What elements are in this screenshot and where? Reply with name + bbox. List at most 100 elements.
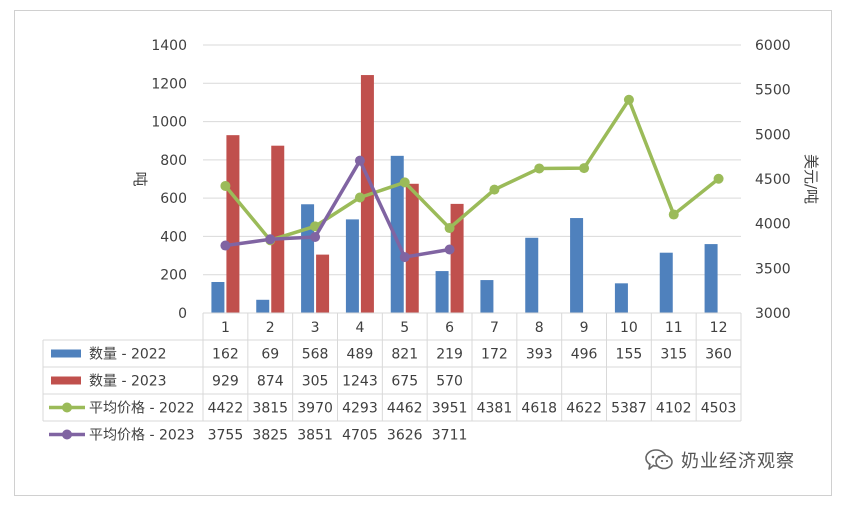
data-label: 929 — [212, 374, 239, 390]
legend-swatch-marker — [62, 402, 72, 413]
data-label: 3951 — [432, 401, 468, 417]
series-line-2 — [225, 158, 450, 259]
x-tick-label: 1 — [221, 320, 230, 336]
bar-1 — [480, 280, 494, 313]
data-label: 821 — [391, 347, 418, 363]
series-point-1 — [668, 209, 679, 220]
legend-swatch-bar — [51, 349, 81, 358]
x-tick-label: 2 — [266, 320, 275, 336]
legend-swatch-marker — [62, 429, 72, 440]
data-label: 3626 — [387, 428, 423, 444]
y-left-tick-label: 0 — [178, 306, 187, 322]
wechat-icon — [645, 449, 673, 470]
data-label: 219 — [436, 347, 463, 363]
y-left-tick-label: 1000 — [151, 115, 187, 131]
data-label: 675 — [391, 374, 418, 390]
bar-1 — [435, 271, 449, 313]
data-label: 3851 — [297, 428, 333, 444]
x-tick-label: 4 — [355, 320, 364, 336]
y-left-tick-label: 400 — [160, 229, 187, 245]
data-label: 4462 — [387, 401, 423, 417]
data-label: 4503 — [701, 401, 737, 417]
data-label: 4381 — [477, 401, 513, 417]
legend-label: 数量 - 2022 — [89, 347, 167, 363]
bar-1 — [256, 299, 270, 313]
y-right-tick-label: 3000 — [755, 306, 791, 322]
data-label: 1243 — [342, 374, 378, 390]
watermark-text: 奶业经济观察 — [681, 451, 795, 472]
x-tick-label: 6 — [445, 320, 454, 336]
series-point-1 — [713, 173, 724, 184]
bar-2 — [271, 145, 285, 313]
series-point-1 — [623, 94, 634, 105]
series-point-1 — [444, 223, 455, 234]
legend-swatch-bar — [51, 376, 81, 385]
chart-frame: 0 200 400 600 800 1000 1200 1400 3000 3500 4000 450… — [14, 10, 832, 496]
chart-svg: 0200400600800100012001400300035004000450… — [42, 38, 820, 444]
data-label: 393 — [526, 347, 553, 363]
bar-1 — [345, 219, 359, 313]
legend-label: 平均价格 - 2023 — [89, 428, 195, 444]
data-label: 4102 — [656, 401, 692, 417]
data-label: 4293 — [342, 401, 378, 417]
bar-1 — [301, 204, 315, 313]
data-label: 360 — [705, 347, 732, 363]
bar-2 — [405, 183, 419, 313]
data-label: 4705 — [342, 428, 378, 444]
series-point-1 — [534, 163, 545, 174]
series-point-2 — [265, 234, 276, 245]
series-point-2 — [310, 231, 321, 242]
bar-2 — [226, 135, 240, 313]
y-left-tick-label: 200 — [160, 268, 187, 284]
bar-1 — [211, 281, 225, 313]
data-label: 305 — [302, 374, 329, 390]
y-left-axis-label: 吨 — [131, 171, 149, 186]
bar-2 — [316, 254, 330, 313]
data-label: 496 — [571, 347, 598, 363]
data-label: 3970 — [297, 401, 333, 417]
bar-1 — [390, 155, 404, 313]
bar-1 — [704, 244, 718, 313]
x-tick-label: 10 — [620, 320, 638, 336]
series-point-1 — [399, 177, 410, 188]
data-label: 570 — [436, 374, 463, 390]
legend-label: 平均价格 - 2022 — [89, 401, 195, 417]
series-point-2 — [220, 240, 231, 251]
data-label: 568 — [302, 347, 329, 363]
series-line-1 — [224, 98, 720, 242]
watermark: 奶业经济观察 — [645, 446, 795, 474]
y-left-tick-label: 600 — [160, 191, 187, 207]
data-label: 315 — [660, 347, 687, 363]
x-tick-label: 12 — [710, 320, 728, 336]
series-point-2 — [354, 155, 365, 166]
series-point-1 — [489, 184, 500, 195]
series-point-1 — [310, 221, 321, 232]
y-right-tick-label: 3500 — [755, 261, 791, 277]
series-point-1 — [354, 192, 365, 203]
y-right-axis-label: 美元/吨 — [802, 154, 820, 204]
x-tick-label: 8 — [535, 320, 544, 336]
series-point-2 — [444, 244, 455, 255]
data-label: 4622 — [566, 401, 602, 417]
data-label: 3815 — [252, 401, 288, 417]
series-point-2 — [399, 252, 410, 263]
data-label: 3825 — [252, 428, 288, 444]
x-tick-label: 7 — [490, 320, 499, 336]
data-label: 4618 — [521, 401, 557, 417]
x-tick-label: 11 — [665, 320, 683, 336]
bar-1 — [570, 218, 584, 313]
bar-1 — [525, 237, 539, 313]
data-label: 489 — [347, 347, 374, 363]
y-left-tick-label: 1200 — [151, 76, 187, 92]
y-right-tick-label: 4000 — [755, 217, 791, 233]
series-point-1 — [220, 180, 231, 191]
data-label: 172 — [481, 347, 508, 363]
legend-label: 数量 - 2023 — [89, 374, 167, 390]
data-label: 162 — [212, 347, 239, 363]
y-right-tick-label: 5000 — [755, 127, 791, 143]
y-left-tick-label: 1400 — [151, 38, 187, 54]
data-label: 155 — [616, 347, 643, 363]
y-right-tick-label: 4500 — [755, 172, 791, 188]
bar-2 — [450, 203, 464, 313]
y-left-tick-label: 800 — [160, 153, 187, 169]
